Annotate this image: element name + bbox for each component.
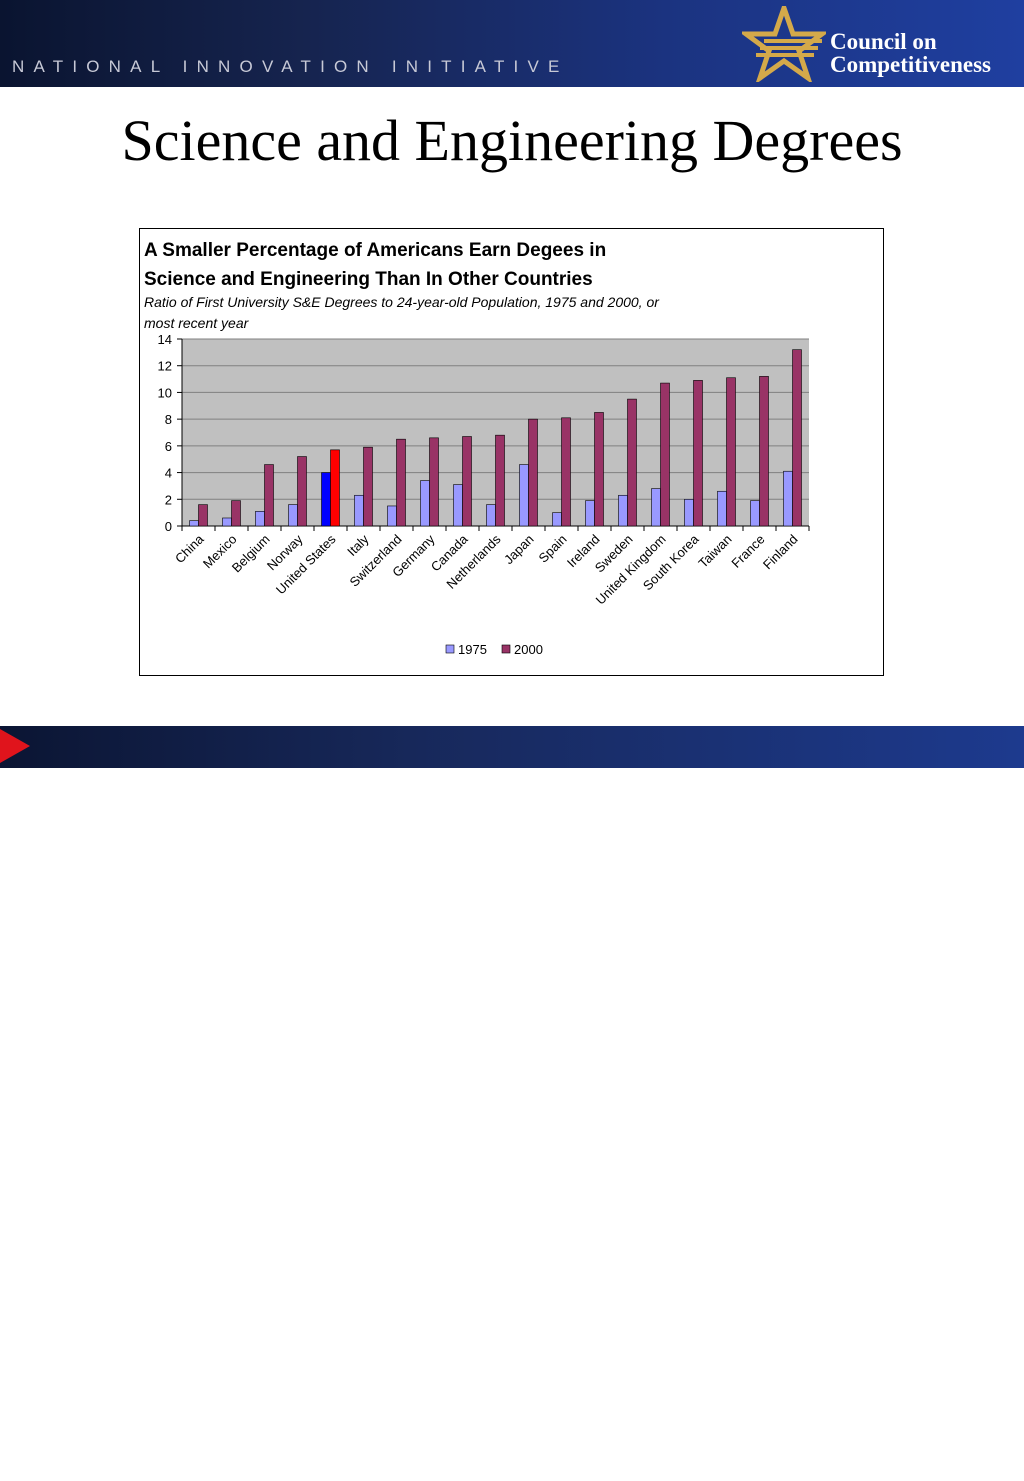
bar-1975 xyxy=(750,500,760,527)
bar-1975 xyxy=(354,494,364,527)
bar-2000 xyxy=(264,464,274,527)
bar-1975 xyxy=(783,470,793,527)
bar-2000 xyxy=(363,446,373,527)
chart-title: A Smaller Percentage of Americans Earn D… xyxy=(144,236,744,294)
bar-1975 xyxy=(321,472,331,527)
bar-2000 xyxy=(330,449,340,527)
x-tick-label: Taiwan xyxy=(695,532,734,571)
chart-title-line1: A Smaller Percentage of Americans Earn D… xyxy=(144,240,607,261)
x-tick-label: Japan xyxy=(501,532,537,568)
y-tick-label: 12 xyxy=(158,359,172,374)
chart-subtitle: Ratio of First University S&E Degrees to… xyxy=(144,292,744,334)
bar-1975 xyxy=(255,511,265,527)
y-tick-label: 0 xyxy=(165,519,172,534)
y-tick-label: 2 xyxy=(165,492,172,507)
slide-title: Science and Engineering Degrees xyxy=(121,108,903,173)
bar-2000 xyxy=(462,436,472,527)
bar-2000 xyxy=(297,456,307,527)
footer-bar: Thriving in a World of Challenge and Cha… xyxy=(0,726,1024,1480)
bar-1975 xyxy=(453,484,463,527)
y-tick-label: 14 xyxy=(158,332,172,347)
bar-2000 xyxy=(693,380,703,527)
bar-1975 xyxy=(189,520,199,527)
council-logo-text: Council on Competitiveness xyxy=(830,30,991,76)
y-tick-label: 10 xyxy=(158,385,172,400)
bar-2000 xyxy=(792,349,802,527)
logo-line1: Council on xyxy=(830,29,937,54)
bar-chart: 02468101214ChinaMexicoBelgiumNorwayUnite… xyxy=(158,332,810,657)
bar-2000 xyxy=(198,504,208,527)
chart-title-line2: Science and Engineering Than In Other Co… xyxy=(144,269,593,290)
y-tick-label: 6 xyxy=(165,439,172,454)
bar-2000 xyxy=(759,376,769,527)
bar-2000 xyxy=(594,412,604,527)
bar-1975 xyxy=(684,498,694,527)
bar-1975 xyxy=(651,488,661,527)
bar-1975 xyxy=(618,494,628,527)
bar-2000 xyxy=(561,417,571,527)
bar-1975 xyxy=(585,500,595,527)
bar-2000 xyxy=(231,500,241,527)
red-arrow-icon xyxy=(0,729,30,763)
bar-1975 xyxy=(288,504,298,527)
legend-label-1975: 1975 xyxy=(458,642,487,657)
bar-2000 xyxy=(495,434,505,527)
bar-1975 xyxy=(222,517,232,527)
chart-subtitle-line1: Ratio of First University S&E Degrees to… xyxy=(144,294,659,310)
x-tick-label: Finland xyxy=(760,532,801,573)
y-tick-label: 8 xyxy=(165,412,172,427)
council-star-logo-icon xyxy=(742,6,826,82)
bar-2000 xyxy=(396,438,406,527)
chart-subtitle-line2: most recent year xyxy=(144,315,249,331)
header-bar: NATIONAL INNOVATION INITIATIVE Council o… xyxy=(0,0,1024,87)
bar-2000 xyxy=(627,398,637,527)
legend-label-2000: 2000 xyxy=(514,642,543,657)
logo-line2: Competitiveness xyxy=(830,52,991,77)
bar-2000 xyxy=(429,437,439,527)
bar-1975 xyxy=(486,504,496,527)
x-tick-label: Italy xyxy=(344,531,372,559)
bar-1975 xyxy=(552,512,562,527)
bar-2000 xyxy=(660,382,670,527)
chart-container: A Smaller Percentage of Americans Earn D… xyxy=(139,228,884,676)
bar-1975 xyxy=(717,490,727,527)
legend-swatch-2000 xyxy=(501,644,511,654)
bar-2000 xyxy=(726,377,736,527)
bar-1975 xyxy=(420,480,430,527)
footer-tagline: Thriving in a World of Challenge and Cha… xyxy=(44,1463,386,1480)
footer-copyright: Copyright © 2005 Council on Competitiven… xyxy=(500,1469,1022,1480)
bar-1975 xyxy=(519,464,529,527)
header-tagline: NATIONAL INNOVATION INITIATIVE xyxy=(12,57,569,76)
legend-swatch-1975 xyxy=(445,644,455,654)
bar-1975 xyxy=(387,505,397,527)
bar-2000 xyxy=(528,418,538,527)
y-tick-label: 4 xyxy=(165,466,172,481)
